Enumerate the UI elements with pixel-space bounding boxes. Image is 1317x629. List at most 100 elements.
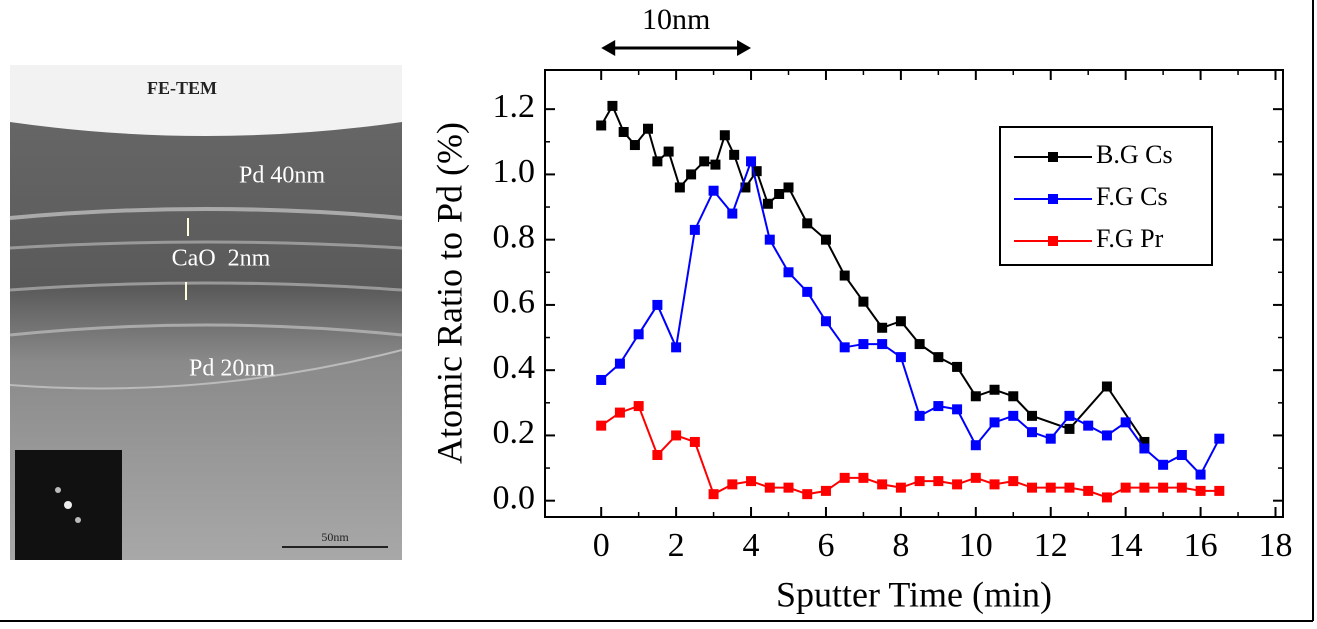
data-point	[1120, 417, 1131, 428]
data-point	[989, 384, 1000, 395]
data-point	[820, 316, 831, 327]
data-point	[1101, 381, 1112, 392]
layer-line	[9, 349, 403, 390]
data-point	[1101, 430, 1112, 441]
data-point	[952, 361, 963, 372]
data-point	[1064, 482, 1075, 493]
data-point	[727, 479, 738, 490]
data-point	[689, 436, 700, 447]
data-point	[970, 440, 981, 451]
legend-label: F.G Pr	[1096, 224, 1164, 253]
data-point	[671, 342, 682, 353]
data-point	[1008, 410, 1019, 421]
data-point	[1214, 485, 1225, 496]
data-point	[839, 342, 850, 353]
x-tick-label: 2	[668, 527, 685, 564]
data-point	[764, 482, 775, 493]
data-point	[633, 401, 644, 412]
data-point	[1008, 476, 1019, 487]
data-point	[1083, 485, 1094, 496]
image-label: Pd 20nm	[189, 356, 275, 382]
data-point	[877, 339, 888, 350]
data-point	[1195, 485, 1206, 496]
layer-line	[9, 240, 403, 250]
data-point	[914, 476, 925, 487]
tem-image: FE-TEM Pd 40nm CaO 2nm Pd 20nm 50nm	[9, 65, 403, 560]
data-point	[596, 374, 607, 385]
data-point	[708, 185, 719, 196]
image-label: Pd 40nm	[239, 163, 325, 189]
data-point	[1195, 469, 1206, 480]
data-point	[652, 156, 663, 167]
data-point	[614, 358, 625, 369]
x-axis-title: Sputter Time (min)	[776, 574, 1052, 614]
x-tick-label: 4	[743, 527, 760, 564]
data-point	[895, 482, 906, 493]
data-point	[989, 417, 1000, 428]
data-point	[1176, 482, 1187, 493]
data-point	[839, 472, 850, 483]
data-point	[820, 234, 831, 245]
data-point	[858, 296, 869, 307]
data-point	[1214, 433, 1225, 444]
data-point	[618, 126, 629, 137]
data-point	[858, 472, 869, 483]
data-point	[762, 198, 773, 209]
data-point	[783, 182, 794, 193]
data-point	[952, 479, 963, 490]
data-point	[1064, 410, 1075, 421]
data-point	[895, 352, 906, 363]
x-tick-label: 16	[1184, 527, 1218, 564]
data-point	[729, 149, 740, 160]
data-point	[858, 339, 869, 350]
data-point	[674, 182, 685, 193]
data-point	[1008, 391, 1019, 402]
data-point	[1139, 443, 1150, 454]
annotation-text: 10nm	[642, 3, 710, 36]
spot	[55, 487, 61, 493]
data-point	[970, 472, 981, 483]
series-line	[600, 404, 1220, 499]
y-axis-title: Atomic Ratio to Pd (%)	[429, 122, 469, 464]
y-tick-label: 1.2	[493, 88, 536, 125]
data-point	[1064, 423, 1075, 434]
data-point	[933, 352, 944, 363]
data-point	[689, 224, 700, 235]
data-point	[783, 267, 794, 278]
legend-label: F.G Cs	[1096, 182, 1168, 211]
data-point	[751, 166, 762, 177]
y-tick-label: 0.8	[493, 218, 536, 255]
legend-marker	[1048, 194, 1058, 204]
data-point	[596, 120, 607, 131]
data-point	[1176, 450, 1187, 461]
data-point	[895, 316, 906, 327]
data-point	[1139, 482, 1150, 493]
data-point	[1045, 482, 1056, 493]
data-point	[914, 410, 925, 421]
data-point	[1139, 436, 1150, 447]
legend-marker	[1048, 236, 1058, 246]
data-point	[1158, 482, 1169, 493]
data-point	[914, 339, 925, 350]
x-tick-label: 18	[1259, 527, 1293, 564]
data-point	[607, 100, 618, 111]
data-point	[699, 156, 710, 167]
data-point	[708, 489, 719, 500]
data-point	[877, 479, 888, 490]
layer-line	[9, 323, 403, 337]
data-point	[719, 130, 730, 141]
data-point	[614, 407, 625, 418]
y-tick-label: 1.0	[493, 153, 536, 190]
x-tick-label: 12	[1034, 527, 1068, 564]
y-tick-label: 0.6	[493, 284, 536, 321]
legend-marker	[1048, 152, 1058, 162]
data-point	[643, 123, 654, 134]
data-point	[1083, 420, 1094, 431]
spot	[75, 517, 81, 523]
data-point	[740, 182, 751, 193]
data-point	[802, 218, 813, 229]
legend-label: B.G Cs	[1096, 140, 1173, 169]
series-line	[600, 157, 1221, 477]
y-tick-label: 0.2	[493, 414, 536, 451]
